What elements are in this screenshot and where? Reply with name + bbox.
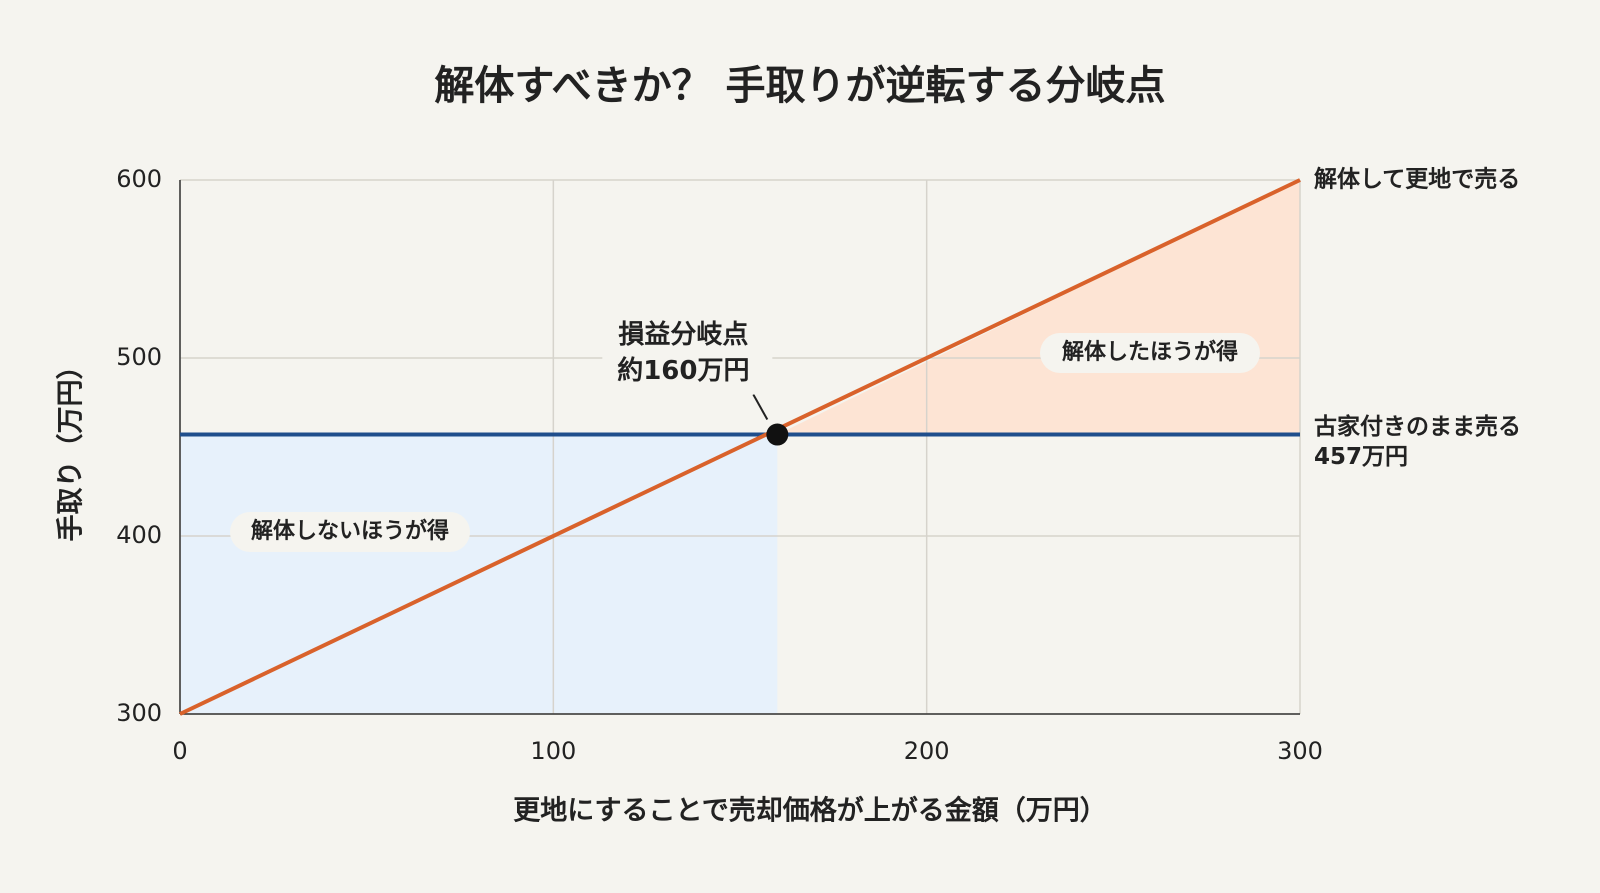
label-bg [602,316,773,395]
series-label: 解体して更地で売る [1314,166,1520,193]
series-line [179,178,1301,716]
y-axis-label: 手取り（万円） [56,353,87,542]
label-bg [230,512,470,552]
y-tick-label: 300 [116,699,162,727]
x-tick-label: 100 [530,737,576,765]
y-tick-label: 500 [116,343,162,371]
region-label: 解体しないほうが得 [251,518,449,544]
value-label: 457万円 [1314,444,1408,470]
y-tick-label: 600 [116,165,162,193]
leader-line [752,394,769,421]
y-tick-label: 400 [116,521,162,549]
annotation: 損益分岐点 [618,319,748,350]
region-label: 解体したほうが得 [1062,339,1238,365]
x-tick-label: 300 [1277,737,1323,765]
x-tick-label: 200 [904,737,950,765]
breakeven-point [766,423,789,446]
annotation: 約160万円 [617,355,749,386]
x-tick-label: 0 [172,737,187,765]
x-axis-label: 更地にすることで売却価格が上がる金額（万円） [513,795,1106,827]
chart-title: 解体すべきか？ 手取りが逆転する分岐点 [434,63,1165,109]
series-label: 古家付きのまま売る [1314,413,1521,440]
label-bg [1040,333,1260,373]
